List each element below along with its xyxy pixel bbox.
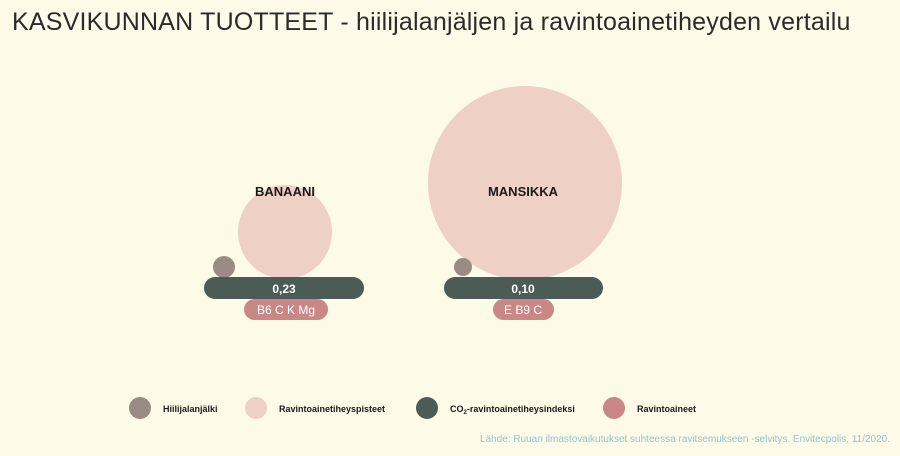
nutrients-value: E B9 C: [504, 303, 542, 317]
legend-item-nutrients: Ravintoaineet: [603, 397, 696, 419]
legend-item-carbon-footprint: Hiilijalanjälki: [129, 397, 218, 419]
carbon-footprint-bubble: [454, 258, 472, 276]
legend-label: Ravintoainetiheyspisteet: [279, 404, 385, 414]
nutrient-density-bubble: [428, 86, 622, 280]
carbon-footprint-bubble: [213, 256, 235, 278]
legend-swatch-co2-index: [416, 397, 438, 419]
nutrients-value: B6 C K Mg: [257, 303, 315, 317]
legend-item-nutrient-density: Ravintoainetiheyspisteet: [245, 397, 385, 419]
co2-index-pill: [204, 277, 364, 299]
product-label: MANSIKKA: [488, 184, 559, 199]
nutrients-pill: [493, 299, 554, 320]
legend-label-suffix: -ravintoainetiheysindeksi: [467, 404, 575, 414]
product-group-mansikka: MANSIKKA 0,10 E B9 C: [428, 86, 622, 320]
legend: Hiilijalanjälki Ravintoainetiheyspisteet…: [129, 397, 696, 419]
legend-label: Hiilijalanjälki: [163, 404, 218, 414]
legend-swatch-nutrients: [603, 397, 625, 419]
legend-label: Ravintoaineet: [637, 404, 696, 414]
legend-label-subscript: 2: [464, 410, 468, 416]
co2-index-pill: [444, 277, 603, 299]
co2-index-value: 0,23: [272, 282, 296, 296]
legend-item-co2-index: CO2-ravintoainetiheysindeksi: [416, 397, 575, 419]
source-note: Lähde: Ruuan ilmastovaikutukset suhteess…: [479, 434, 890, 445]
co2-index-value: 0,10: [511, 282, 535, 296]
legend-label-main: CO: [450, 404, 464, 414]
page-title: KASVIKUNNAN TUOTTEET - hiilijalanjäljen …: [12, 8, 851, 36]
legend-swatch-nutrient-density: [245, 397, 267, 419]
product-label: BANAANI: [255, 184, 315, 199]
nutrients-pill: [244, 299, 328, 320]
legend-swatch-carbon-footprint: [129, 397, 151, 419]
legend-label: CO2-ravintoainetiheysindeksi: [450, 404, 575, 416]
product-group-banaani: BANAANI 0,23 B6 C K Mg: [204, 184, 364, 320]
nutrient-density-bubble: [238, 185, 332, 279]
